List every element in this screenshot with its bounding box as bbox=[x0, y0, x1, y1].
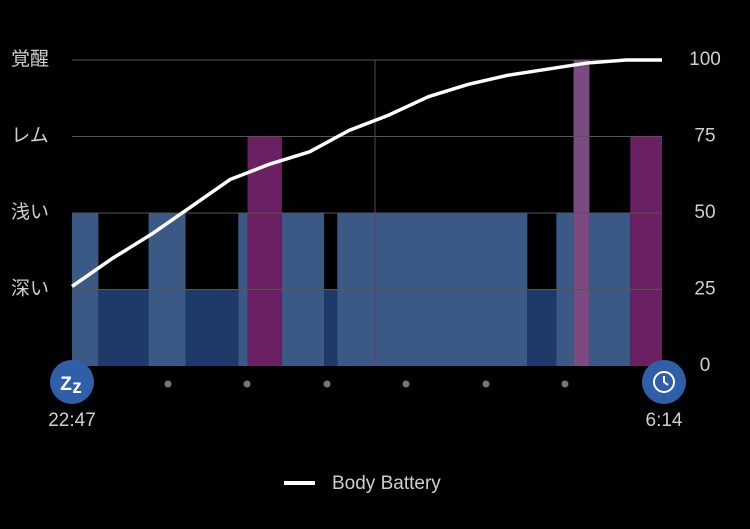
stage-label: 浅い bbox=[11, 201, 49, 223]
y-tick-label: 75 bbox=[694, 126, 715, 147]
y-tick-label: 50 bbox=[694, 202, 715, 223]
svg-text:z: z bbox=[72, 377, 82, 398]
stage-label: 深い bbox=[11, 278, 49, 300]
end-time: 6:14 bbox=[646, 410, 683, 431]
sleep-start-icon: Z z bbox=[50, 360, 94, 404]
stage-bar bbox=[185, 289, 239, 366]
legend-label: Body Battery bbox=[332, 473, 441, 494]
stage-bar bbox=[527, 289, 557, 366]
stage-bar bbox=[630, 136, 662, 366]
grid bbox=[72, 59, 662, 290]
stage-bar bbox=[324, 289, 338, 366]
y-tick-label: 100 bbox=[689, 49, 721, 70]
stage-bar bbox=[247, 136, 282, 366]
stage-label: 覚醒 bbox=[11, 48, 49, 70]
stage-label: レム bbox=[11, 126, 49, 147]
y-tick-label: 0 bbox=[700, 355, 711, 376]
start-time: 22:47 bbox=[48, 410, 96, 431]
y-tick-label: 25 bbox=[694, 279, 715, 300]
body-battery-line bbox=[71, 58, 662, 288]
stage-bar bbox=[98, 289, 149, 366]
lines bbox=[71, 58, 662, 288]
wake-icon bbox=[642, 360, 686, 404]
svg-text:Z: Z bbox=[60, 374, 72, 395]
